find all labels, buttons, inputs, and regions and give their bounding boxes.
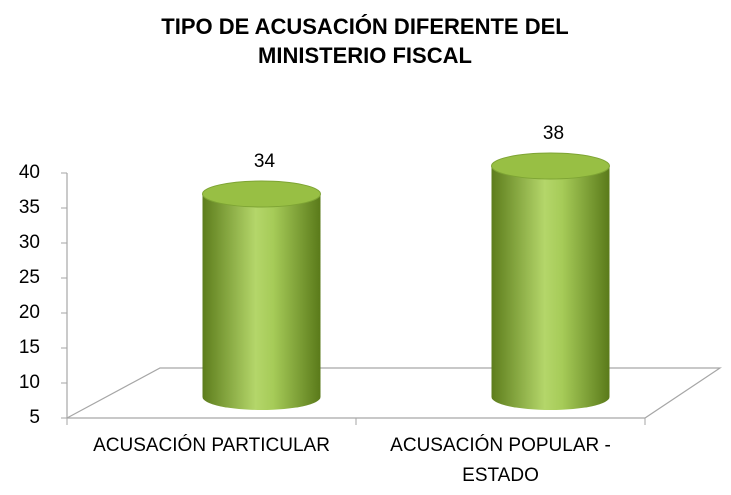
y-tick-label: 25 [19, 267, 40, 288]
y-tick-label: 10 [19, 372, 40, 393]
bar [491, 152, 610, 411]
value-label: 34 [254, 151, 276, 172]
y-tick-label: 35 [19, 197, 40, 218]
bar-top [491, 152, 610, 180]
x-tick-label: ACUSACIÓN PARTICULAR [93, 435, 330, 456]
bar-body [202, 194, 321, 411]
y-tick-label: 20 [19, 302, 40, 323]
chart-title: TIPO DE ACUSACIÓN DIFERENTE DEL MINISTER… [161, 14, 569, 68]
bar-top [202, 180, 321, 208]
bar-body [491, 166, 610, 411]
y-tick-label: 40 [19, 162, 40, 183]
y-tick-label: 15 [19, 337, 40, 358]
bar [202, 180, 321, 411]
floor [66, 367, 722, 419]
x-tick-label: ACUSACIÓN POPULAR - ESTADO [390, 435, 611, 486]
y-tick-label: 5 [29, 407, 40, 428]
y-tick-label: 30 [19, 232, 40, 253]
value-label: 38 [543, 123, 564, 144]
